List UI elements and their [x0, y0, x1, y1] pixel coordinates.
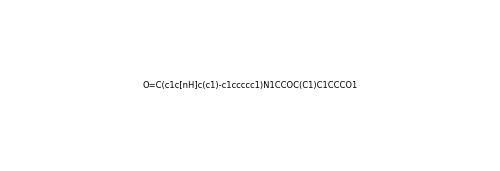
Text: O=C(c1c[nH]c(c1)-c1ccccc1)N1CCOC(C1)C1CCCO1: O=C(c1c[nH]c(c1)-c1ccccc1)N1CCOC(C1)C1CC…: [142, 81, 358, 90]
